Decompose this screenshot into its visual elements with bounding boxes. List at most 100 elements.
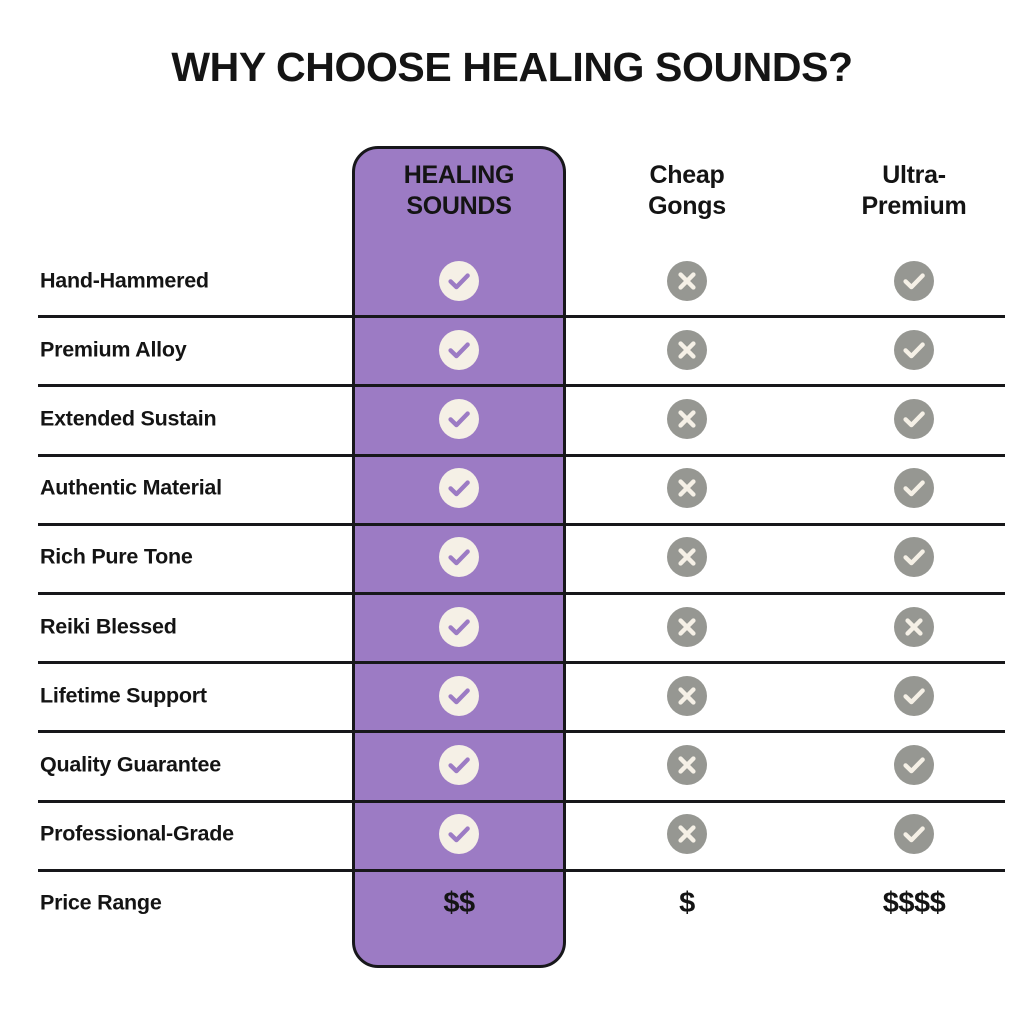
table-row: Lifetime Support bbox=[0, 661, 1024, 730]
cross-circle-icon bbox=[667, 814, 707, 855]
table-row-price: Price Range $$ $ $$$$ bbox=[0, 868, 1024, 938]
cell-ultra-premium bbox=[808, 592, 1020, 661]
table-row: Quality Guarantee bbox=[0, 730, 1024, 799]
check-circle-icon bbox=[439, 260, 479, 301]
cross-circle-icon bbox=[667, 468, 707, 509]
page-title: WHY CHOOSE HEALING SOUNDS? bbox=[171, 44, 853, 90]
row-label: Professional-Grade bbox=[40, 821, 234, 846]
cell-ultra-premium bbox=[808, 315, 1020, 384]
column-header-line1: HEALING bbox=[403, 161, 515, 189]
column-header-line1: Ultra- bbox=[882, 161, 946, 189]
cross-circle-icon bbox=[667, 537, 707, 578]
check-circle-icon bbox=[894, 537, 934, 578]
column-header-line2: Gongs bbox=[648, 191, 726, 220]
column-header-line2: Premium bbox=[861, 191, 967, 220]
cell-cheap-gongs bbox=[582, 523, 792, 592]
row-label: Price Range bbox=[40, 890, 162, 915]
cross-circle-icon bbox=[667, 606, 707, 647]
cell-healing-sounds bbox=[352, 384, 566, 453]
row-divider bbox=[38, 522, 1005, 526]
cell-cheap-gongs bbox=[582, 730, 792, 799]
cell-healing-sounds bbox=[352, 315, 566, 384]
column-header-healing-sounds: HEALING SOUNDS bbox=[352, 160, 566, 221]
cell-cheap-gongs bbox=[582, 800, 792, 869]
cell-cheap-gongs bbox=[582, 454, 792, 523]
check-circle-icon bbox=[439, 606, 479, 647]
row-divider bbox=[38, 799, 1005, 803]
cell-price-healing-sounds: $$ bbox=[352, 869, 566, 938]
row-label: Quality Guarantee bbox=[40, 752, 221, 777]
row-divider bbox=[38, 453, 1005, 457]
cross-circle-icon bbox=[667, 260, 707, 301]
check-circle-icon bbox=[894, 744, 934, 785]
check-circle-icon bbox=[894, 329, 934, 370]
column-header-cheap-gongs: Cheap Gongs bbox=[582, 160, 792, 221]
cell-healing-sounds bbox=[352, 661, 566, 730]
check-circle-icon bbox=[894, 675, 934, 716]
check-circle-icon bbox=[894, 260, 934, 301]
row-divider bbox=[38, 384, 1005, 388]
row-divider bbox=[38, 661, 1005, 665]
cell-cheap-gongs bbox=[582, 315, 792, 384]
row-label: Extended Sustain bbox=[40, 406, 217, 431]
cell-ultra-premium bbox=[808, 454, 1020, 523]
cell-cheap-gongs bbox=[582, 592, 792, 661]
cell-ultra-premium bbox=[808, 384, 1020, 453]
row-label: Rich Pure Tone bbox=[40, 544, 193, 569]
table-row: Authentic Material bbox=[0, 453, 1024, 523]
cell-cheap-gongs bbox=[582, 384, 792, 453]
cell-ultra-premium bbox=[808, 661, 1020, 730]
cross-circle-icon bbox=[894, 606, 934, 647]
cross-circle-icon bbox=[667, 744, 707, 785]
price-value: $$ bbox=[443, 886, 475, 919]
row-divider bbox=[38, 591, 1005, 595]
cell-healing-sounds bbox=[352, 730, 566, 799]
check-circle-icon bbox=[439, 675, 479, 716]
cell-price-ultra-premium: $$$$ bbox=[808, 869, 1020, 938]
column-header-ultra-premium: Ultra- Premium bbox=[808, 160, 1020, 221]
cell-healing-sounds bbox=[352, 454, 566, 523]
cross-circle-icon bbox=[667, 675, 707, 716]
check-circle-icon bbox=[439, 398, 479, 439]
price-value: $ bbox=[679, 886, 695, 919]
cell-cheap-gongs bbox=[582, 661, 792, 730]
check-circle-icon bbox=[439, 329, 479, 370]
price-value: $$$$ bbox=[882, 886, 946, 919]
row-divider bbox=[38, 315, 1005, 319]
table-row: Professional-Grade bbox=[0, 799, 1024, 869]
cell-ultra-premium bbox=[808, 523, 1020, 592]
row-label: Hand-Hammered bbox=[40, 268, 209, 293]
comparison-rows: Hand-Hammered Premium Alloy Extended Susta… bbox=[0, 246, 1024, 938]
cell-ultra-premium bbox=[808, 246, 1020, 315]
check-circle-icon bbox=[439, 814, 479, 855]
column-header-line2: SOUNDS bbox=[406, 191, 512, 220]
row-divider bbox=[38, 730, 1005, 734]
check-circle-icon bbox=[894, 814, 934, 855]
check-circle-icon bbox=[439, 744, 479, 785]
cross-circle-icon bbox=[667, 329, 707, 370]
table-row: Extended Sustain bbox=[0, 384, 1024, 453]
row-label: Reiki Blessed bbox=[40, 614, 177, 639]
check-circle-icon bbox=[894, 468, 934, 509]
check-circle-icon bbox=[439, 468, 479, 509]
row-divider bbox=[38, 868, 1005, 872]
table-row: Hand-Hammered bbox=[0, 246, 1024, 315]
cell-healing-sounds bbox=[352, 592, 566, 661]
check-circle-icon bbox=[439, 537, 479, 578]
cross-circle-icon bbox=[667, 398, 707, 439]
cell-ultra-premium bbox=[808, 730, 1020, 799]
row-label: Authentic Material bbox=[40, 475, 222, 500]
check-circle-icon bbox=[894, 398, 934, 439]
column-header-line1: Cheap bbox=[649, 161, 725, 189]
cell-healing-sounds bbox=[352, 523, 566, 592]
cell-ultra-premium bbox=[808, 800, 1020, 869]
cell-healing-sounds bbox=[352, 246, 566, 315]
table-row: Rich Pure Tone bbox=[0, 522, 1024, 592]
row-label: Premium Alloy bbox=[40, 337, 187, 362]
table-row: Premium Alloy bbox=[0, 315, 1024, 384]
row-label: Lifetime Support bbox=[40, 683, 207, 708]
cell-healing-sounds bbox=[352, 800, 566, 869]
table-row: Reiki Blessed bbox=[0, 591, 1024, 661]
cell-price-cheap-gongs: $ bbox=[582, 869, 792, 938]
